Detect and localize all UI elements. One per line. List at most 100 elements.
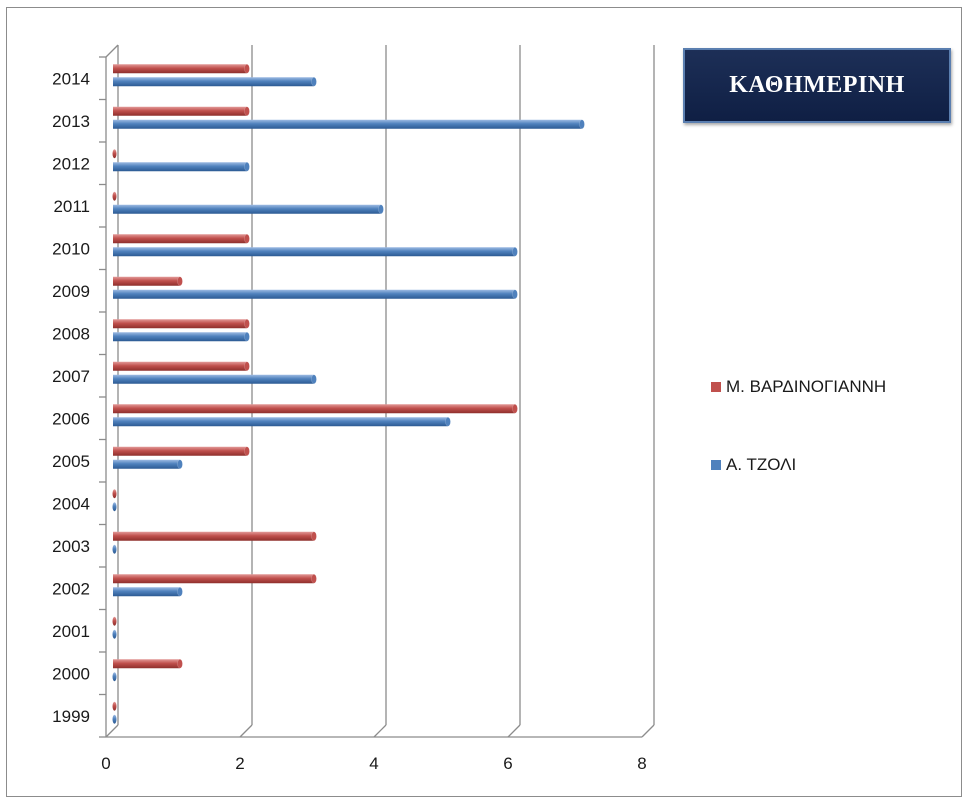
bar-cap	[311, 531, 317, 541]
bar-tzoli	[113, 289, 518, 299]
bar-vardinogianni	[112, 701, 117, 711]
y-tick-label: 2001	[52, 622, 90, 641]
y-tick-label: 2008	[52, 324, 90, 343]
bar-cap	[512, 404, 518, 414]
bar-cap	[244, 446, 250, 456]
bar-vardinogianni	[112, 616, 117, 626]
bar-body	[113, 587, 180, 597]
bar-zero-cap	[112, 629, 117, 639]
bar-cap	[445, 417, 451, 427]
legend-label: Α. ΤΖΟΛΙ	[726, 455, 797, 474]
bar-vardinogianni	[112, 489, 117, 499]
gridline-floor	[373, 724, 387, 738]
bar-cap	[177, 659, 183, 669]
bar-cap	[177, 587, 183, 597]
bar-body	[113, 119, 582, 129]
y-tick-label: 2004	[52, 494, 90, 513]
y-tick-label: 1999	[52, 707, 90, 726]
bar-cap	[244, 106, 250, 116]
bar-tzoli	[112, 629, 117, 639]
bar-body	[113, 162, 247, 172]
bar-zero-cap	[112, 544, 117, 554]
gridline-floor	[507, 724, 521, 738]
bar-tzoli	[113, 459, 183, 469]
bar-tzoli	[113, 77, 317, 87]
bar-cap	[378, 204, 384, 214]
bar-zero-cap	[112, 149, 117, 159]
y-tick-label: 2012	[52, 154, 90, 173]
bar-vardinogianni	[113, 659, 183, 669]
y-tick-label: 2014	[52, 69, 90, 88]
legend-swatch-red	[711, 382, 721, 392]
bar-cap	[177, 459, 183, 469]
bar-body	[113, 361, 247, 371]
bar-tzoli	[112, 672, 117, 682]
bar-body	[113, 374, 314, 384]
bar-zero-cap	[112, 701, 117, 711]
bar-vardinogianni	[113, 276, 183, 286]
bar-vardinogianni	[113, 361, 250, 371]
bar-vardinogianni	[113, 106, 250, 116]
bar-tzoli	[113, 417, 451, 427]
bar-vardinogianni	[113, 234, 250, 244]
x-tick-label: 8	[637, 754, 646, 773]
bar-body	[113, 404, 515, 414]
bar-body	[113, 417, 448, 427]
bar-cap	[244, 162, 250, 172]
x-tick-label: 2	[235, 754, 244, 773]
x-tick-label: 4	[369, 754, 378, 773]
bar-cap	[244, 64, 250, 74]
bar-cap	[244, 332, 250, 342]
bar-cap	[244, 234, 250, 244]
bar-body	[113, 659, 180, 669]
legend-label: Μ. ΒΑΡΔΙΝΟΓΙΑΝΝΗ	[726, 377, 887, 396]
bar-vardinogianni	[112, 191, 117, 201]
bar-body	[113, 204, 381, 214]
bar-tzoli	[113, 247, 518, 257]
bar-zero-cap	[112, 672, 117, 682]
bar-vardinogianni	[113, 531, 317, 541]
bar-body	[113, 574, 314, 584]
bar-body	[113, 77, 314, 87]
bar-vardinogianni	[113, 574, 317, 584]
bar-cap	[311, 374, 317, 384]
y-tick-label: 2002	[52, 579, 90, 598]
x-tick-label: 0	[101, 754, 110, 773]
bar-body	[113, 289, 515, 299]
bar-body	[113, 247, 515, 257]
bar-body	[113, 234, 247, 244]
chart-title-box: ΚΑΘΗΜΕΡΙΝΗ	[683, 48, 951, 123]
bar-tzoli	[113, 374, 317, 384]
bar-tzoli	[112, 544, 117, 554]
left-wall-top	[105, 44, 119, 58]
bar-body	[113, 531, 314, 541]
bar-tzoli	[113, 204, 384, 214]
bar-zero-cap	[112, 502, 117, 512]
y-tick-label: 2013	[52, 112, 90, 131]
bar-vardinogianni	[113, 64, 250, 74]
bar-body	[113, 332, 247, 342]
bar-tzoli	[112, 502, 117, 512]
gridline-floor	[105, 724, 119, 738]
bar-body	[113, 446, 247, 456]
bar-zero-cap	[112, 616, 117, 626]
y-tick-label: 2000	[52, 664, 90, 683]
y-tick-label: 2007	[52, 367, 90, 386]
bar-tzoli	[113, 587, 183, 597]
bar-cap	[244, 361, 250, 371]
bar-zero-cap	[112, 191, 117, 201]
bar-cap	[311, 574, 317, 584]
legend-swatch-blue	[711, 460, 721, 470]
bar-cap	[311, 77, 317, 87]
bar-tzoli	[113, 119, 585, 129]
bar-zero-cap	[112, 489, 117, 499]
bar-cap	[512, 247, 518, 257]
chart-title: ΚΑΘΗΜΕΡΙΝΗ	[729, 72, 905, 98]
bar-vardinogianni	[113, 319, 250, 329]
bar-body	[113, 319, 247, 329]
bar-body	[113, 64, 247, 74]
y-tick-label: 2005	[52, 452, 90, 471]
bar-cap	[177, 276, 183, 286]
x-tick-label: 6	[503, 754, 512, 773]
